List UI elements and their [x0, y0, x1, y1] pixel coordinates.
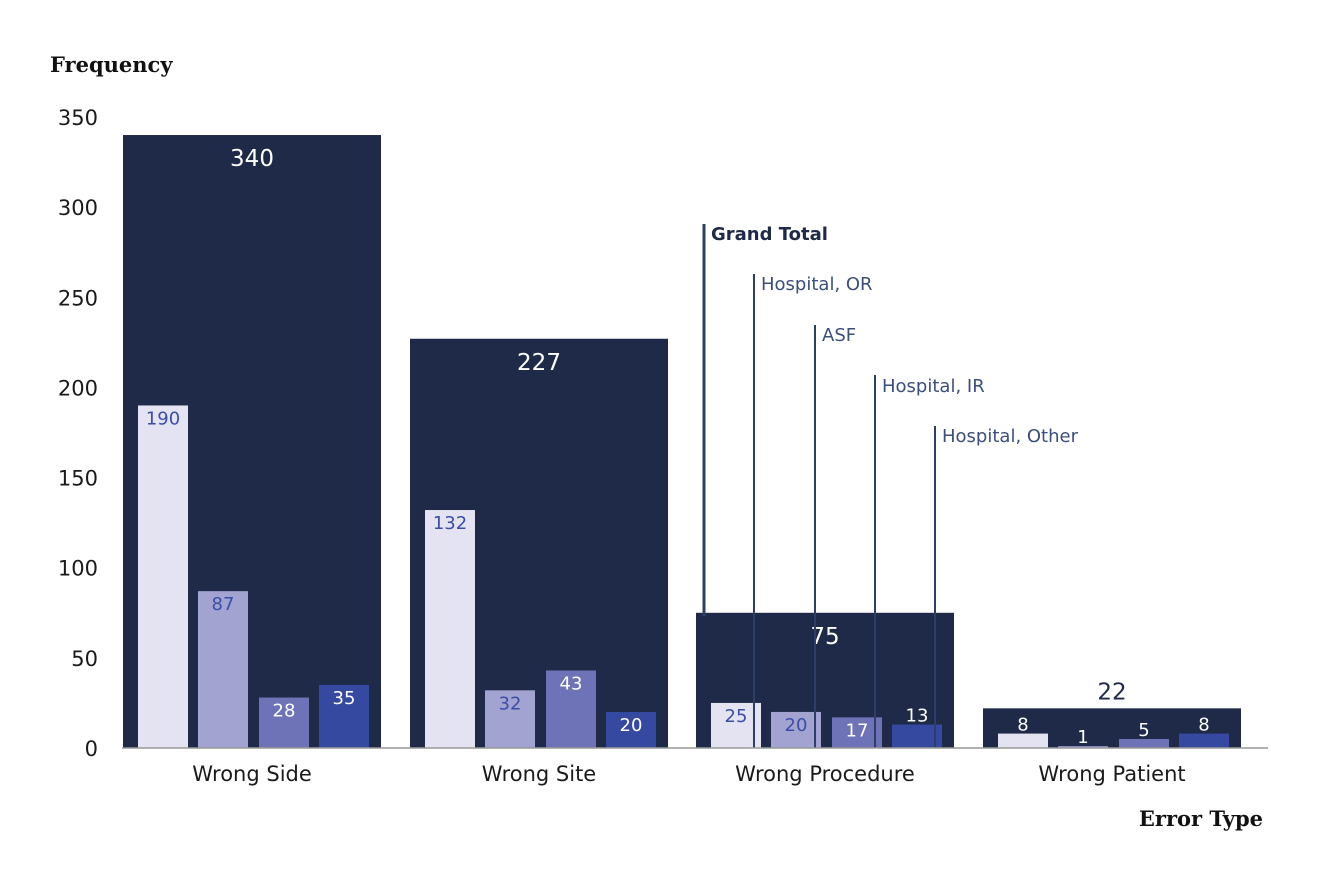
x-category-label: Wrong Patient	[1038, 762, 1185, 786]
series-bar	[546, 670, 596, 748]
series-bar	[198, 591, 248, 748]
series-value-label: 1	[1077, 727, 1088, 748]
grand-total-value-label: 227	[517, 350, 561, 376]
x-category-label: Wrong Side	[192, 762, 312, 786]
series-bar	[259, 697, 309, 748]
legend-entry: Grand Total	[711, 224, 828, 245]
x-axis-category-labels: Wrong Side Wrong Site Wrong Procedure Wrong…	[192, 762, 1185, 786]
series-bar	[892, 724, 942, 748]
series-value-label: 5	[1138, 720, 1149, 741]
series-bar	[711, 702, 761, 748]
y-tick-label: 100	[58, 557, 98, 581]
series-bar	[425, 510, 475, 748]
series-bar	[1058, 746, 1108, 748]
series-value-label: 8	[1017, 715, 1028, 736]
legend-entry: ASF	[822, 325, 856, 346]
series-value-label: 132	[433, 513, 467, 534]
legend-entry: Hospital, OR	[761, 274, 873, 295]
y-tick-label: 200	[58, 376, 98, 400]
series-value-label: 20	[620, 715, 643, 736]
series-bar	[832, 717, 882, 748]
y-tick-label: 350	[58, 106, 98, 130]
x-category-label: Wrong Site	[482, 762, 596, 786]
y-tick-label: 0	[85, 737, 98, 761]
x-axis-title: Error Type	[1139, 806, 1263, 831]
series-bar	[1179, 733, 1229, 748]
series-bar	[771, 711, 821, 748]
series-value-label: 35	[333, 688, 356, 709]
grand-total-value-label: 22	[1097, 679, 1126, 705]
series-value-label: 25	[725, 706, 748, 727]
legend: Grand Total Hospital, OR ASF Hospital, IR Ho…	[702, 224, 1079, 748]
series-value-label: 20	[785, 715, 808, 736]
x-category-label: Wrong Procedure	[735, 762, 915, 786]
series-value-label: 32	[499, 693, 522, 714]
legend-entry: Hospital, Other	[942, 426, 1079, 447]
grand-total-value-label: 340	[230, 146, 274, 172]
series-value-label: 190	[146, 408, 180, 429]
series-bar	[138, 405, 188, 748]
series-value-label: 13	[906, 706, 929, 727]
series-value-label: 8	[1198, 715, 1209, 736]
legend-entry: Hospital, IR	[882, 376, 985, 397]
series-bar	[1119, 738, 1169, 748]
series-value-label: 87	[212, 594, 235, 615]
series-bar	[606, 711, 656, 748]
series-value-label: 28	[273, 701, 296, 722]
y-tick-label: 300	[58, 196, 98, 220]
series-value-label: 17	[846, 720, 869, 741]
y-axis-title: Frequency	[50, 52, 173, 77]
series-bar	[485, 690, 535, 748]
y-axis-ticks: 0 50 100 150 200 250 300 350	[58, 106, 98, 761]
y-tick-label: 250	[58, 286, 98, 310]
y-tick-label: 50	[71, 647, 98, 671]
y-tick-label: 150	[58, 467, 98, 491]
series-bar	[998, 733, 1048, 748]
series-bar	[319, 684, 369, 748]
series-value-label: 43	[560, 673, 583, 694]
